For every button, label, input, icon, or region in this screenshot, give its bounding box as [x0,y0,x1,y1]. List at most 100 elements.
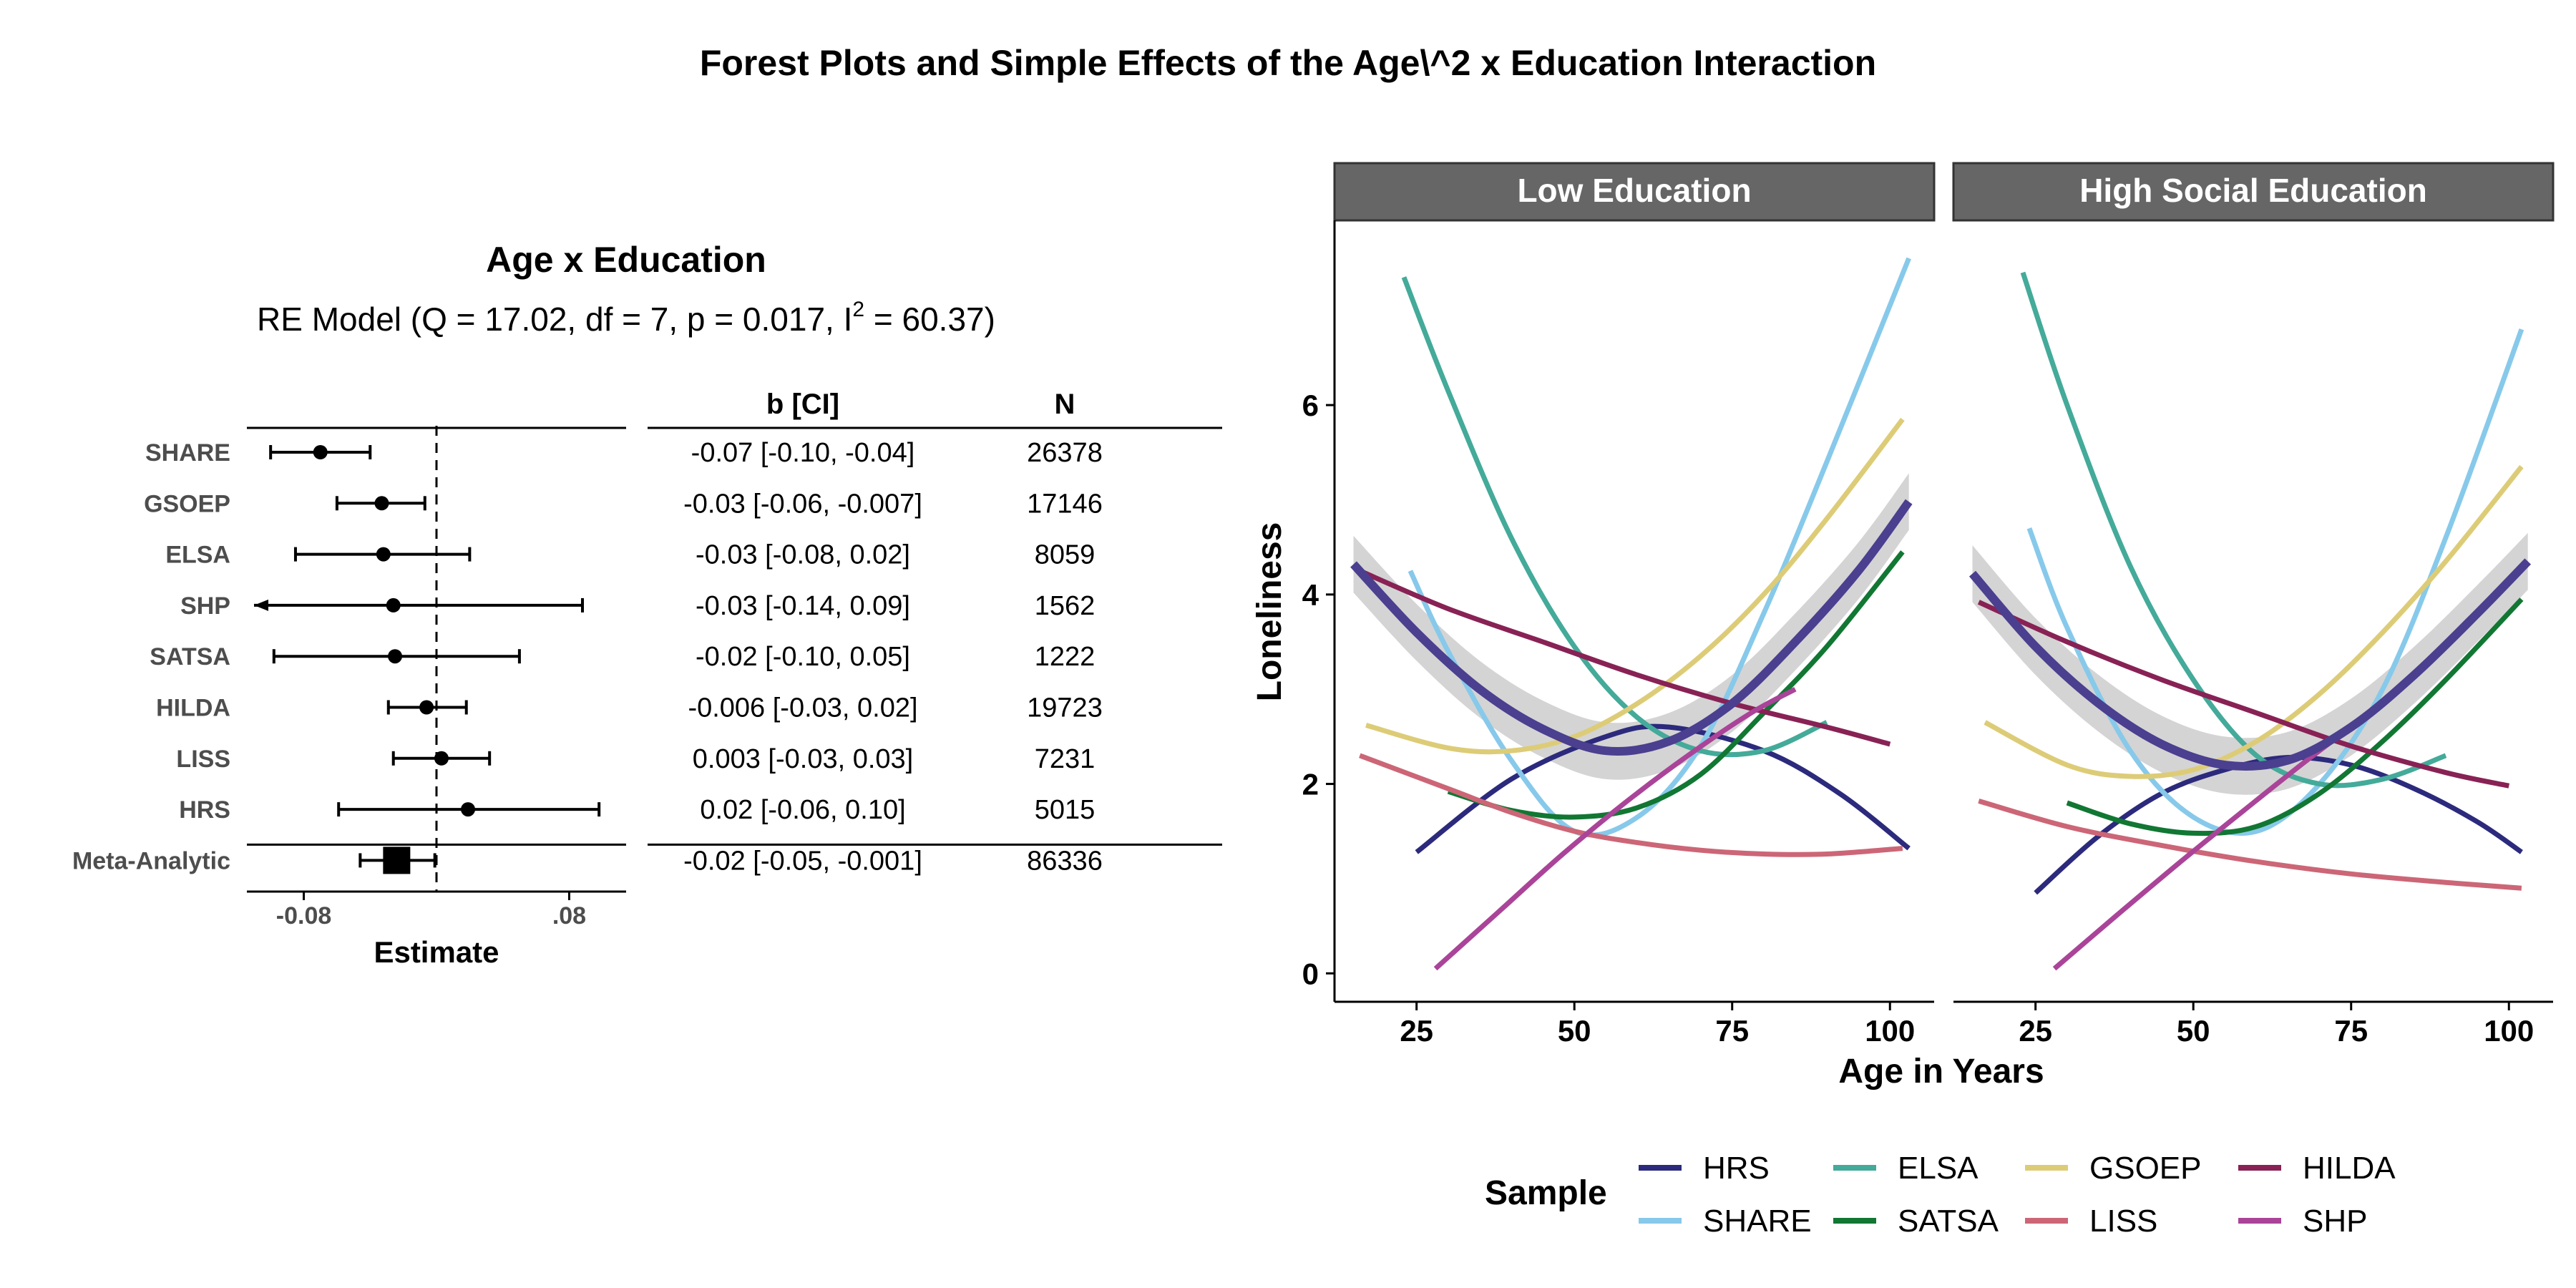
legend-label: HILDA [2303,1151,2396,1186]
ci-text: 0.02 [-0.06, 0.10] [700,795,905,825]
legend-item-gsoep: GSOEP [2025,1151,2202,1186]
overall-confidence-band [1972,532,2528,795]
y-tick-label: 2 [1302,768,1319,801]
series-line-elsa [1401,276,1828,758]
sample-size: 17146 [1027,489,1103,519]
legend-item-shp: SHP [2238,1204,2367,1239]
forest-row: SHARE -0.07 [-0.10, -0.04] 26378 [145,438,1103,468]
forest-row: HILDA -0.006 [-0.03, 0.02] 19723 [156,693,1103,723]
study-label: HRS [179,796,230,824]
ci-text: -0.07 [-0.10, -0.04] [691,438,915,468]
x-tick-label: 75 [1715,1014,1749,1048]
sample-size: 86336 [1027,846,1103,876]
forest-row: ELSA -0.03 [-0.08, 0.02] 8059 [165,540,1095,570]
study-label: LISS [176,746,230,773]
point-estimate [376,547,391,562]
subtitle-superscript: 2 [852,298,864,321]
series-line-shp [1433,687,1797,971]
sample-size: 5015 [1035,795,1096,825]
legend-item-satsa: SATSA [1833,1204,1999,1239]
study-label: ELSA [165,542,230,569]
series-line-gsoep [1984,464,2524,779]
point-estimate [374,496,389,511]
sample-size: 8059 [1035,540,1096,570]
meta-estimate-square [383,847,411,874]
ci-arrow-left [254,599,268,611]
point-estimate [388,649,403,664]
series-line-hilda [1977,600,2510,789]
forest-x-tick-label: -0.08 [276,902,332,930]
ci-text: -0.03 [-0.08, 0.02] [696,540,910,570]
x-tick-label: 25 [2019,1014,2052,1048]
x-tick-label: 50 [1558,1014,1591,1048]
sample-size: 26378 [1027,438,1103,468]
ci-text: -0.02 [-0.05, -0.001] [683,846,922,876]
forest-plot: Age x Education RE Model (Q = 17.02, df … [72,240,1222,969]
forest-row: GSOEP -0.03 [-0.06, -0.007] 17146 [144,489,1103,519]
forest-row: SHP -0.03 [-0.14, 0.09] 1562 [180,591,1095,621]
legend-label: SATSA [1898,1204,1999,1239]
sample-size: 19723 [1027,693,1103,723]
series-line-hrs [1415,723,1911,854]
series-line-share [1407,257,1911,838]
series-line-shp [2052,716,2366,971]
forest-row: HRS 0.02 [-0.06, 0.10] 5015 [179,795,1095,825]
forest-title: Age x Education [486,240,766,280]
sample-size: 1562 [1035,591,1096,621]
legend-item-elsa: ELSA [1833,1151,1979,1186]
forest-subtitle: RE Model (Q = 17.02, df = 7, p = 0.017, … [257,298,995,338]
study-label: SATSA [150,643,230,670]
column-header-b-ci: b [CI] [766,389,839,420]
column-header-n: N [1055,389,1075,420]
series-line-satsa [1447,550,1905,820]
series-line-hilda [1358,568,1891,747]
forest-row-meta-analytic: Meta-Analytic -0.02 [-0.05, -0.001] 86336 [72,846,1103,876]
panel-high-social-education: High Social Education 25 50 75 100 [1952,162,2555,1048]
series-line-overall [1350,499,1913,756]
plot-area [1350,257,1913,971]
point-estimate [461,802,476,817]
series-line-gsoep [1365,417,1905,755]
forest-x-tick-label: .08 [552,902,586,930]
y-axis-label: Loneliness [1251,522,1289,702]
ci-text: -0.03 [-0.14, 0.09] [696,591,910,621]
panel-low-education: Low Education 0 2 4 6 25 50 75 100 [1302,162,1936,1048]
series-line-satsa [2066,597,2524,836]
legend-item-share: SHARE [1639,1204,1812,1239]
series-line-share [2026,328,2524,836]
study-label: GSOEP [144,490,230,517]
ci-text: -0.03 [-0.06, -0.007] [683,489,922,519]
y-tick-label: 0 [1302,957,1319,990]
sample-size: 1222 [1035,642,1096,672]
forest-row: LISS 0.003 [-0.03, 0.03] 7231 [176,744,1095,774]
series-line-liss [1978,799,2522,891]
legend-label: SHARE [1703,1204,1812,1239]
series-line-elsa [2020,271,2447,789]
series-line-liss [1359,753,1903,857]
legend-item-hrs: HRS [1639,1151,1770,1186]
legend-title: Sample [1485,1174,1607,1212]
legend-label: GSOEP [2089,1151,2202,1186]
ci-text: -0.006 [-0.03, 0.02] [688,693,917,723]
x-tick-label: 75 [2334,1014,2368,1048]
x-axis-label: Age in Years [1838,1053,2044,1091]
y-tick-label: 6 [1302,389,1319,422]
legend-label: SHP [2303,1204,2367,1239]
study-label: Meta-Analytic [72,847,230,874]
facet-strip-label: Low Education [1517,172,1751,209]
series-line-overall [1968,558,2532,771]
facet-strip [1952,162,2555,222]
ci-text: -0.02 [-0.10, 0.05] [696,642,910,672]
forest-row: SATSA -0.02 [-0.10, 0.05] 1222 [150,642,1095,672]
point-estimate [386,597,401,613]
point-estimate [313,445,328,459]
sample-size: 7231 [1035,744,1096,774]
x-tick-label: 50 [2177,1014,2210,1048]
x-tick-label: 25 [1400,1014,1433,1048]
x-tick-label: 100 [1865,1014,1915,1048]
y-tick-label: 4 [1302,578,1319,612]
study-label: HILDA [156,695,230,722]
x-tick-label: 100 [2484,1014,2534,1048]
